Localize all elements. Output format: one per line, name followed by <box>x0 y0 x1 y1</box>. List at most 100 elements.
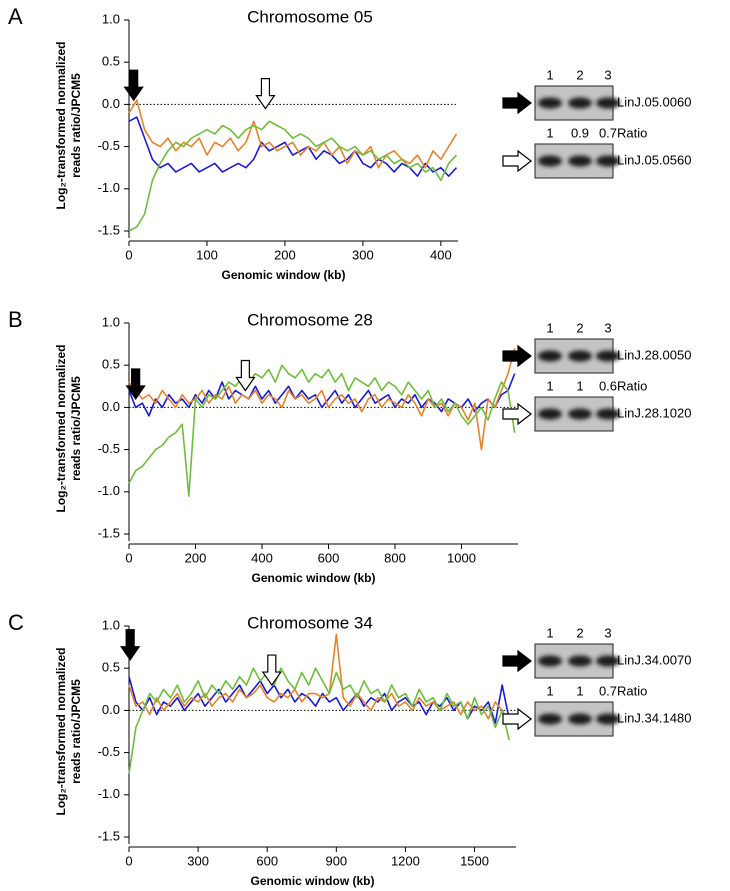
x-tick-label: 0 <box>125 247 132 262</box>
panel-label: B <box>8 307 23 332</box>
ratio-value: 0.7 <box>599 125 617 140</box>
y-tick-label: 0.0 <box>102 96 120 111</box>
ratio-value: 1 <box>546 683 553 698</box>
gene-label: LinJ.05.0060 <box>617 94 691 109</box>
x-axis-label: Genomic window (kb) <box>251 571 375 585</box>
lane-label: 1 <box>546 625 553 640</box>
blot-arrow <box>502 149 532 173</box>
ratio-label: Ratio <box>617 683 647 698</box>
x-tick-label: 900 <box>325 853 347 868</box>
data-line <box>128 364 516 497</box>
gene-label: LinJ.34.0070 <box>617 652 691 667</box>
chart-title: Chromosome 05 <box>247 7 373 26</box>
blot-band <box>568 713 592 725</box>
y-tick-label: -0.5 <box>98 441 120 456</box>
y-tick-label: 1.0 <box>102 11 120 26</box>
data-line <box>128 373 516 417</box>
blot-band <box>568 97 592 109</box>
x-axis-label: Genomic window (kb) <box>250 874 374 888</box>
lane-label: 3 <box>604 67 611 82</box>
x-tick-label: 600 <box>256 853 278 868</box>
y-tick-label: -1.5 <box>98 828 120 843</box>
blot-band <box>568 408 592 420</box>
gene-arrow <box>235 359 256 392</box>
y-tick-label: 1.0 <box>102 314 120 329</box>
y-tick-label: 0.0 <box>102 702 120 717</box>
x-tick-label: 200 <box>185 550 207 565</box>
lane-label: 3 <box>604 320 611 335</box>
lane-label: 3 <box>604 625 611 640</box>
y-axis-label: reads ratio/JPCM5 <box>69 679 83 784</box>
y-axis-label: reads ratio/JPCM5 <box>69 376 83 481</box>
blot-band <box>538 408 562 420</box>
y-tick-label: 1.0 <box>102 617 120 632</box>
chart-title: Chromosome 34 <box>247 613 373 632</box>
x-tick-label: 100 <box>196 247 218 262</box>
chart-title: Chromosome 28 <box>247 310 373 329</box>
gene-label: LinJ.28.0050 <box>617 347 691 362</box>
x-tick-label: 0 <box>125 550 132 565</box>
y-tick-label: -1.0 <box>98 180 120 195</box>
gene-arrow <box>125 368 146 401</box>
x-tick-label: 0 <box>125 853 132 868</box>
data-line <box>128 633 510 724</box>
y-axis-label: Log₂-transformed normalized <box>54 344 68 512</box>
panel-label: C <box>8 610 24 635</box>
blot-band <box>596 97 620 109</box>
y-tick-label: 0.5 <box>102 660 120 675</box>
y-axis-label: reads ratio/JPCM5 <box>69 73 83 178</box>
x-tick-label: 400 <box>251 550 273 565</box>
y-tick-label: -0.5 <box>98 138 120 153</box>
x-tick-label: 400 <box>430 247 452 262</box>
lane-label: 1 <box>546 67 553 82</box>
blot-band <box>568 350 592 362</box>
x-tick-label: 800 <box>384 550 406 565</box>
x-tick-label: 1200 <box>391 853 420 868</box>
gene-label: LinJ.34.1480 <box>617 710 691 725</box>
blot-band <box>538 713 562 725</box>
ratio-value: 1 <box>576 378 583 393</box>
y-tick-label: -1.5 <box>98 222 120 237</box>
lane-label: 2 <box>576 625 583 640</box>
data-line <box>128 99 458 169</box>
y-tick-label: 0.5 <box>102 357 120 372</box>
y-axis-label: Log₂-transformed normalized <box>54 647 68 815</box>
gene-label: LinJ.28.1020 <box>617 405 691 420</box>
ratio-value: 0.6 <box>599 378 617 393</box>
x-tick-label: 300 <box>352 247 374 262</box>
blot-band <box>568 155 592 167</box>
y-tick-label: 0.0 <box>102 399 120 414</box>
data-line <box>128 676 510 724</box>
data-line <box>128 667 510 774</box>
x-tick-label: 300 <box>187 853 209 868</box>
blot-band <box>538 155 562 167</box>
gene-label: LinJ.05.0560 <box>617 152 691 167</box>
lane-label: 2 <box>576 67 583 82</box>
ratio-value: 1 <box>576 683 583 698</box>
x-tick-label: 1500 <box>460 853 489 868</box>
y-tick-label: 0.5 <box>102 54 120 69</box>
x-axis-label: Genomic window (kb) <box>221 268 345 282</box>
x-tick-label: 200 <box>274 247 296 262</box>
blot-band <box>596 713 620 725</box>
y-tick-label: -1.5 <box>98 525 120 540</box>
blot-band <box>538 350 562 362</box>
blot-band <box>538 97 562 109</box>
blot-band <box>596 655 620 667</box>
gene-arrow <box>255 78 276 110</box>
ratio-label: Ratio <box>617 378 647 393</box>
ratio-value: 1 <box>546 125 553 140</box>
y-axis-label: Log₂-transformed normalized <box>54 41 68 209</box>
blot-band <box>596 155 620 167</box>
ratio-label: Ratio <box>617 125 647 140</box>
y-tick-label: -1.0 <box>98 786 120 801</box>
blot-band <box>568 655 592 667</box>
data-line <box>128 116 458 177</box>
blot-arrow <box>502 344 532 368</box>
ratio-value: 0.7 <box>599 683 617 698</box>
y-tick-label: -1.0 <box>98 483 120 498</box>
blot-arrow <box>502 91 532 115</box>
ratio-value: 0.9 <box>571 125 589 140</box>
